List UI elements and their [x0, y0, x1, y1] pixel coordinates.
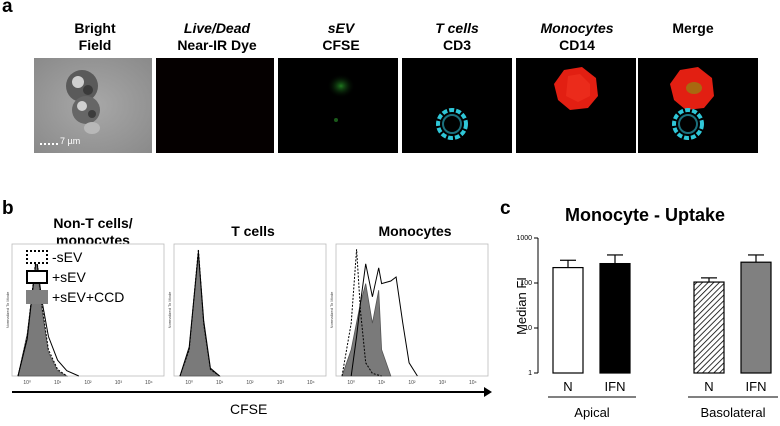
- brightfield-image: 7 µm: [34, 58, 152, 153]
- bar: [693, 281, 725, 374]
- legend-swatch-gray: [26, 290, 48, 304]
- channel-header-livedead: Live/Dead Near-IR Dye: [177, 20, 257, 53]
- x-category-label: IFN: [605, 379, 626, 394]
- x-category-label: IFN: [746, 379, 767, 394]
- group-label: Basolateral: [700, 405, 765, 420]
- x-tick-label: 10¹: [54, 380, 62, 386]
- legend-item-plus-sev-ccd: +sEV+CCD: [26, 287, 124, 307]
- x-tick-label: 10⁴: [307, 380, 315, 386]
- channel-header-brightfield: Bright Field: [74, 20, 116, 53]
- chart-title: Monocyte - Uptake: [564, 205, 726, 225]
- histogram-series--sev: [341, 249, 382, 377]
- group-label: Apical: [574, 405, 610, 420]
- x-tick-label: 10³: [439, 380, 447, 386]
- scale-bar-label: 7 µm: [60, 136, 81, 146]
- bar: [599, 262, 631, 374]
- x-tick-label: 10⁴: [145, 380, 153, 386]
- cfse-axis-arrowhead: [484, 387, 492, 397]
- x-tick-label: 10⁴: [469, 380, 477, 386]
- tcells-cd3-image: [402, 58, 512, 153]
- x-tick-label: 10⁰: [347, 380, 355, 386]
- x-tick-label: 10²: [246, 380, 254, 386]
- y-axis-label: Normalized To Mode: [5, 291, 10, 328]
- channel-header-monocytes: Monocytes CD14: [540, 20, 614, 53]
- legend-label-minus-sev: -sEV: [52, 249, 83, 265]
- histogram-title-monocytes: Monocytes: [378, 223, 452, 239]
- legend-item-plus-sev: +sEV: [26, 267, 124, 287]
- histogram-title-tcells: T cells: [231, 223, 275, 239]
- legend-label-plus-sev-ccd: +sEV+CCD: [52, 289, 125, 305]
- histogram-series--sev: [17, 257, 80, 377]
- legend-swatch-solid: [26, 270, 48, 284]
- x-tick-label: 10²: [84, 380, 92, 386]
- y-tick-label: 100: [520, 280, 532, 287]
- x-tick-label: 10³: [277, 380, 285, 386]
- x-tick-label: 10⁰: [23, 380, 31, 386]
- legend-label-plus-sev: +sEV: [52, 269, 86, 285]
- legend: -sEV +sEV +sEV+CCD: [26, 247, 124, 307]
- y-axis-title: Median FI: [514, 277, 529, 335]
- channel-header-merge: Merge: [672, 20, 714, 36]
- x-tick-label: 10¹: [216, 380, 224, 386]
- y-tick-label: 1: [528, 370, 532, 377]
- y-tick-label: 1000: [516, 235, 532, 242]
- legend-item-minus-sev: -sEV: [26, 247, 124, 267]
- channel-header-sev: sEV CFSE: [322, 20, 360, 53]
- merge-image: [638, 58, 758, 153]
- sev-cfse-image: [278, 58, 398, 153]
- monocytes-cd14-image: [516, 58, 636, 153]
- panel-a-label: a: [2, 0, 13, 17]
- cfse-axis-label: CFSE: [230, 401, 268, 417]
- channel-header-tcells: T cells CD3: [435, 20, 479, 53]
- x-tick-label: 10²: [408, 380, 416, 386]
- bar: [552, 266, 584, 374]
- panel-c-label: c: [500, 198, 511, 219]
- x-tick-label: 10³: [115, 380, 123, 386]
- x-tick-label: 10⁰: [185, 380, 193, 386]
- livedead-image: [156, 58, 274, 153]
- x-tick-label: 10¹: [378, 380, 386, 386]
- y-tick-label: 10: [524, 325, 532, 332]
- bar: [740, 261, 772, 374]
- y-axis-label: Normalized To Mode: [329, 291, 334, 328]
- panel-b-label: b: [2, 198, 14, 219]
- x-category-label: N: [704, 379, 713, 394]
- y-axis-label: Normalized To Mode: [167, 291, 172, 328]
- histogram-series--sev: [350, 263, 418, 377]
- histogram-series--sev: [179, 249, 220, 377]
- legend-swatch-dotted: [26, 250, 48, 264]
- x-category-label: N: [563, 379, 572, 394]
